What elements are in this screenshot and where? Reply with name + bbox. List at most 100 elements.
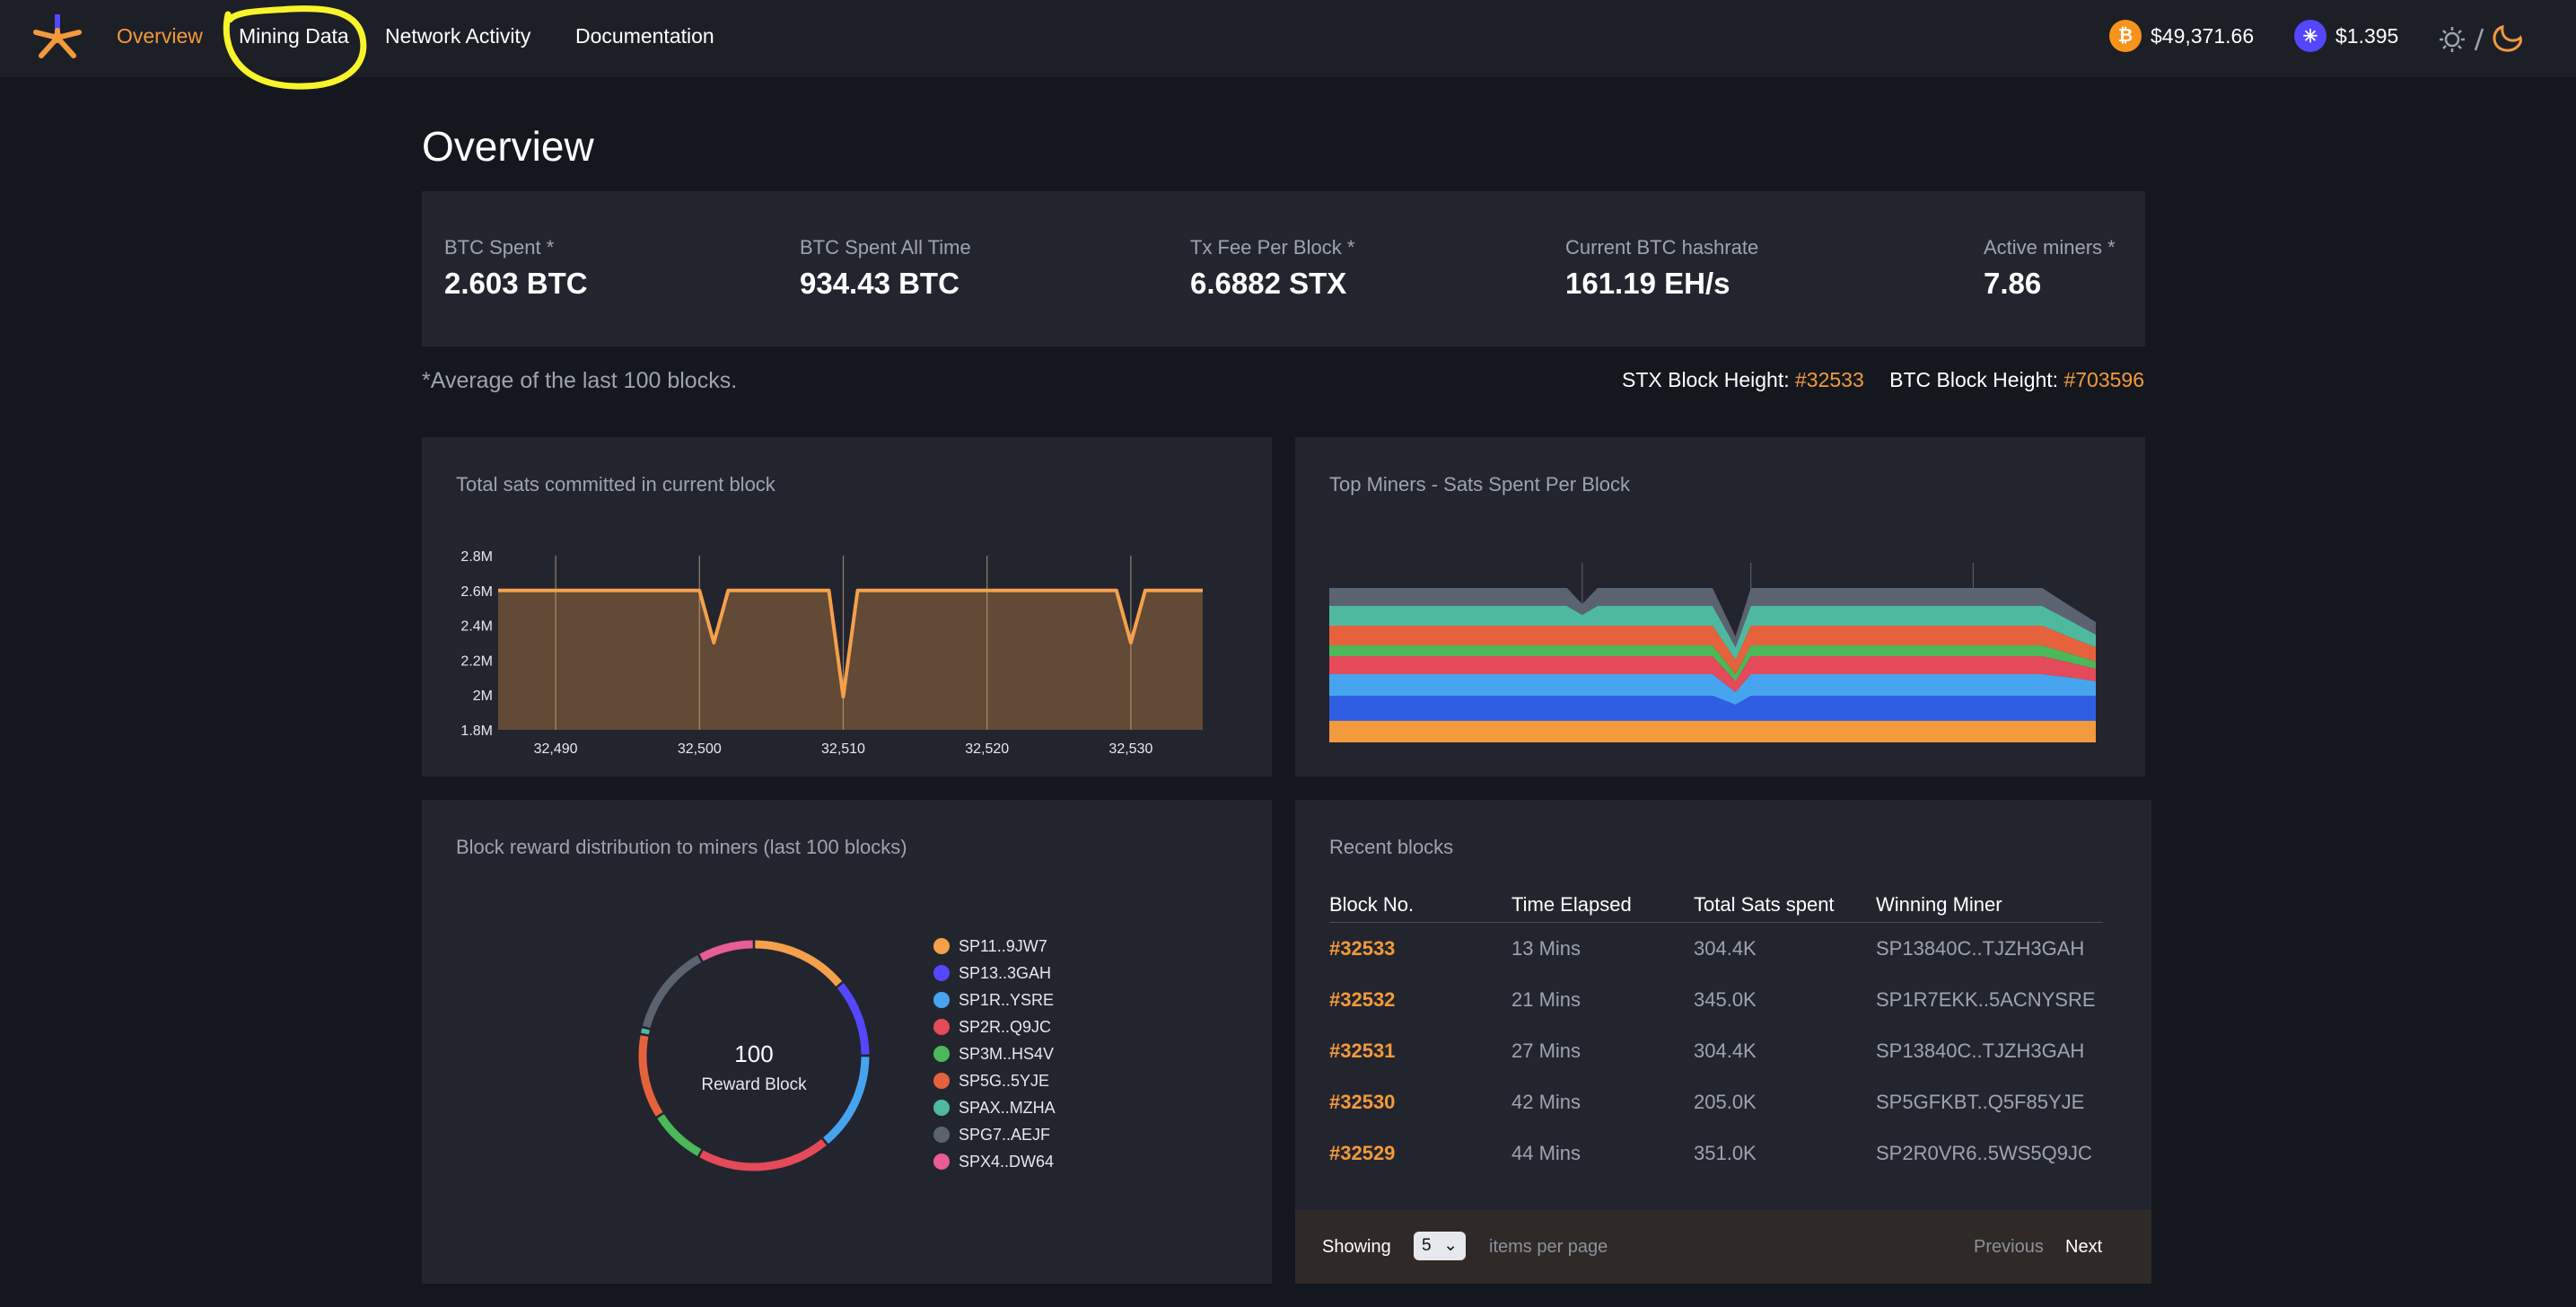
legend-item[interactable]: SP1R..YSRE xyxy=(933,987,1056,1013)
miner-cell: SP1R7EKK..5ACNYSRE xyxy=(1876,987,2096,1011)
block-link[interactable]: #32532 xyxy=(1329,987,1396,1011)
donut-slice xyxy=(823,1057,870,1145)
sun-icon xyxy=(2440,27,2465,52)
bitcoin-icon: ₿ xyxy=(2109,20,2142,52)
table-header: Block No. Time Elapsed Total Sats spent … xyxy=(1329,887,2103,923)
legend-item[interactable]: SP2R..Q9JC xyxy=(933,1013,1056,1040)
btc-height-value[interactable]: #703596 xyxy=(2063,368,2144,391)
miner-area-series xyxy=(1329,696,2096,721)
y-tick-label: 1.8M xyxy=(460,724,493,739)
donut-slice xyxy=(699,1138,827,1171)
legend-label: SP3M..HS4V xyxy=(959,1044,1055,1063)
nav-documentation[interactable]: Documentation xyxy=(575,24,714,48)
legend-item[interactable]: SP11..9JW7 xyxy=(933,933,1056,960)
y-tick-label: 2.8M xyxy=(460,549,493,565)
block-link[interactable]: #32530 xyxy=(1329,1090,1396,1113)
sats-cell: 304.4K xyxy=(1694,936,1757,960)
legend-item[interactable]: SPAX..MZHA xyxy=(933,1094,1056,1121)
y-tick-label: 2.4M xyxy=(460,619,493,635)
legend-dot-icon xyxy=(933,965,950,981)
miner-cell: SP13840C..TJZH3GAH xyxy=(1876,936,2085,960)
per-page-value: 5 xyxy=(1422,1236,1432,1255)
legend-item[interactable]: SP5G..5YJE xyxy=(933,1067,1056,1094)
stat-hashrate: Current BTC hashrate 161.19 EH/s xyxy=(1565,236,1758,301)
previous-button[interactable]: Previous xyxy=(1974,1237,2044,1257)
btc-height-label: BTC Block Height: xyxy=(1889,368,2059,391)
donut-slice xyxy=(638,1035,663,1117)
sats-committed-card: Total sats committed in current block 1.… xyxy=(422,437,1272,776)
stat-label: BTC Spent All Time xyxy=(800,236,971,259)
sats-cell: 205.0K xyxy=(1694,1090,1757,1113)
x-tick-label: 32,510 xyxy=(821,741,865,757)
legend-label: SP13..3GAH xyxy=(959,963,1052,982)
block-link[interactable]: #32533 xyxy=(1329,936,1396,960)
nav-network-activity[interactable]: Network Activity xyxy=(385,24,531,48)
btc-price-value: $49,371.66 xyxy=(2151,23,2255,48)
block-link[interactable]: #32531 xyxy=(1329,1039,1396,1062)
miner-cell: SP5GFKBT..Q5F85YJE xyxy=(1876,1090,2085,1113)
legend-item[interactable]: SPG7..AEJF xyxy=(933,1121,1056,1148)
stat-tx-fee: Tx Fee Per Block * 6.6882 STX xyxy=(1190,236,1354,301)
miner-area-series xyxy=(1329,606,2096,660)
donut-slice xyxy=(657,1114,702,1156)
x-tick-label: 32,490 xyxy=(534,741,578,757)
reward-distribution-card: Block reward distribution to miners (las… xyxy=(422,800,1272,1284)
stx-height-label: STX Block Height: xyxy=(1621,368,1790,391)
legend-item[interactable]: SPX4..DW64 xyxy=(933,1148,1056,1175)
col-total-sats: Total Sats spent xyxy=(1694,892,1835,916)
y-tick-label: 2.2M xyxy=(460,654,493,669)
time-cell: 44 Mins xyxy=(1511,1141,1582,1164)
stat-value: 2.603 BTC xyxy=(444,267,588,300)
time-cell: 21 Mins xyxy=(1511,987,1582,1011)
sats-cell: 351.0K xyxy=(1694,1141,1757,1164)
theme-toggle[interactable] xyxy=(2434,20,2533,56)
donut-center-value: 100 xyxy=(734,1040,773,1067)
stat-label: Active miners * xyxy=(1984,236,2116,259)
stats-panel: BTC Spent * 2.603 BTC BTC Spent All Time… xyxy=(422,191,2145,346)
miner-area-series xyxy=(1329,721,2096,742)
block-link[interactable]: #32529 xyxy=(1329,1141,1396,1164)
miner-area-series xyxy=(1329,656,2096,692)
x-tick-label: 32,500 xyxy=(678,741,722,757)
col-time-elapsed: Time Elapsed xyxy=(1511,892,1632,916)
legend-item[interactable]: SP13..3GAH xyxy=(933,960,1056,987)
stat-label: BTC Spent * xyxy=(444,236,555,259)
app-logo-icon[interactable] xyxy=(32,13,83,63)
stat-label: Tx Fee Per Block * xyxy=(1190,236,1355,259)
table-row[interactable]: #32529 44 Mins 351.0K SP2R0VR6..5WS5Q9JC xyxy=(1329,1127,2103,1179)
legend-item[interactable]: SP3M..HS4V xyxy=(933,1040,1056,1067)
table-row[interactable]: #32531 27 Mins 304.4K SP13840C..TJZH3GAH xyxy=(1329,1025,2103,1076)
nav-overview[interactable]: Overview xyxy=(117,24,203,48)
legend-label: SP2R..Q9JC xyxy=(959,1017,1052,1036)
col-winning-miner: Winning Miner xyxy=(1876,892,2002,916)
per-page-select[interactable]: 5 ⌄ xyxy=(1414,1232,1466,1260)
donut-slice xyxy=(755,940,843,987)
donut-slice xyxy=(699,940,753,961)
donut-center-label: Reward Block xyxy=(701,1075,807,1094)
table-row[interactable]: #32532 21 Mins 345.0K SP1R7EKK..5ACNYSRE xyxy=(1329,974,2103,1025)
table-row[interactable]: #32533 13 Mins 304.4K SP13840C..TJZH3GAH xyxy=(1329,923,2103,974)
y-tick-label: 2.6M xyxy=(460,584,493,600)
miner-cell: SP13840C..TJZH3GAH xyxy=(1876,1039,2085,1062)
legend-dot-icon xyxy=(933,1153,950,1170)
y-tick-label: 2M xyxy=(473,689,493,704)
stx-height-value[interactable]: #32533 xyxy=(1795,368,1864,391)
col-block-no: Block No. xyxy=(1329,892,1415,916)
nav-mining-data[interactable]: Mining Data xyxy=(239,24,349,48)
stat-value: 6.6882 STX xyxy=(1190,267,1347,300)
showing-label: Showing xyxy=(1322,1237,1391,1257)
time-cell: 13 Mins xyxy=(1511,936,1582,960)
miner-cell: SP2R0VR6..5WS5Q9JC xyxy=(1876,1141,2092,1164)
btc-price: ₿ $49,371.66 xyxy=(2109,20,2254,52)
average-note: *Average of the last 100 blocks. xyxy=(422,368,738,393)
miner-area-series xyxy=(1329,626,2096,674)
legend-label: SP1R..YSRE xyxy=(959,990,1055,1009)
sats-committed-chart: 1.8M 2M 2.2M 2.4M 2.6M 2.8M 32,490 32,500 32,510… xyxy=(460,549,1203,757)
next-button[interactable]: Next xyxy=(2065,1237,2103,1257)
table-row[interactable]: #32530 42 Mins 205.0K SP5GFKBT..Q5F85YJE xyxy=(1329,1076,2103,1127)
items-per-page-label: items per page xyxy=(1489,1237,1608,1257)
stat-value: 7.86 xyxy=(1984,267,2042,300)
legend-label: SP11..9JW7 xyxy=(959,936,1047,955)
x-tick-label: 32,530 xyxy=(1108,741,1152,757)
legend-label: SP5G..5YJE xyxy=(959,1071,1050,1090)
